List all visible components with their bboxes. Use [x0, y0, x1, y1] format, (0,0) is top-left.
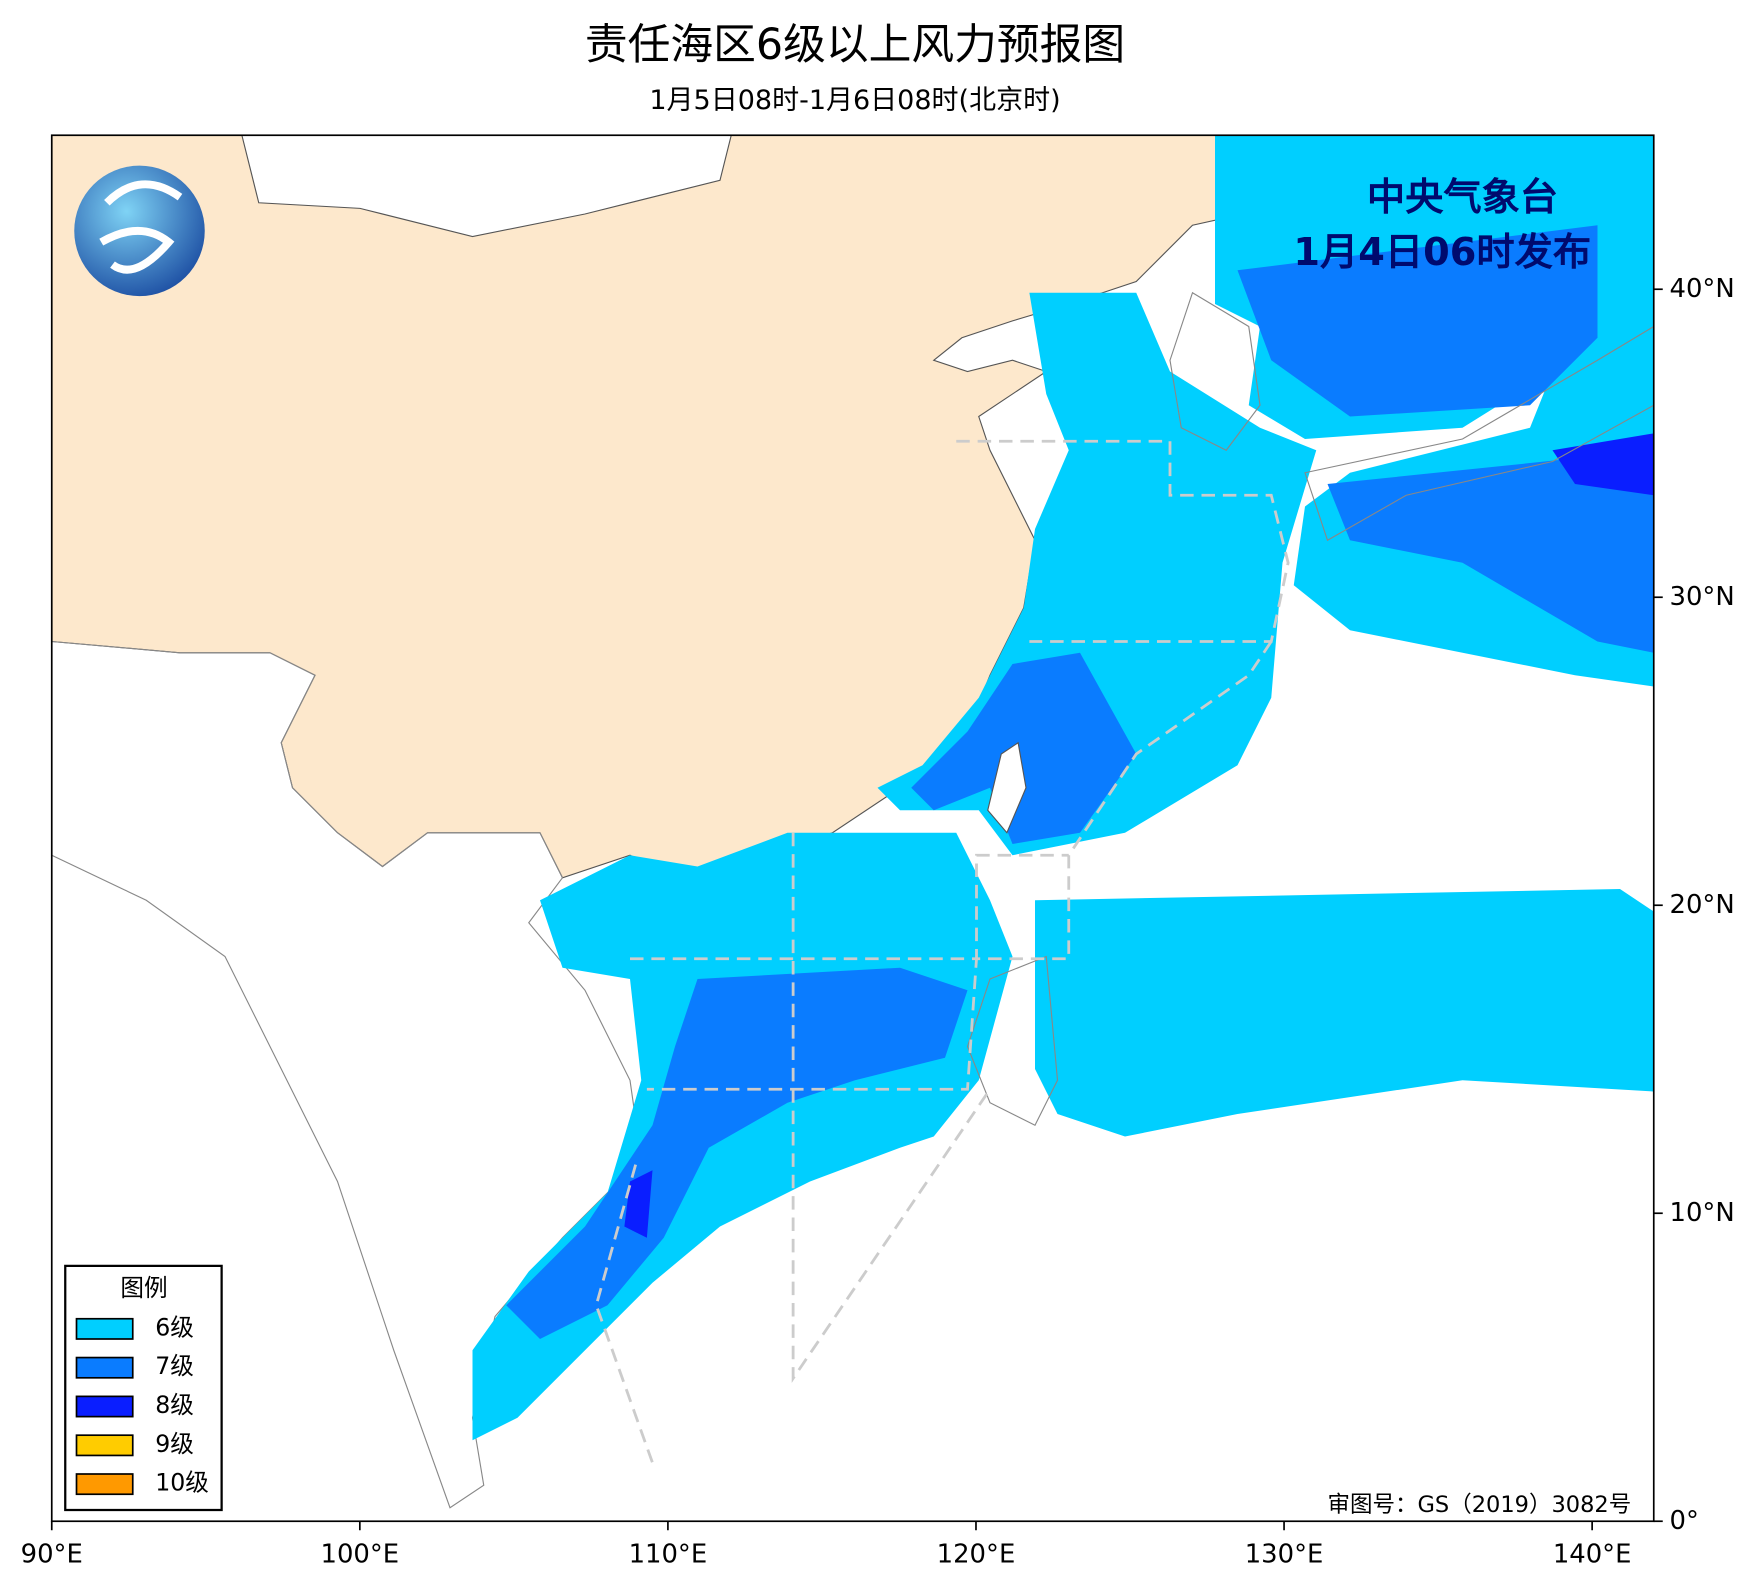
axes: 90°E 100°E 110°E 120°E 130°E 140°E 0° 10°N 20°N 3… — [21, 274, 1735, 1570]
y-tick-label: 30°N — [1670, 582, 1735, 612]
legend-label: 9级 — [155, 1430, 194, 1458]
legend-title: 图例 — [120, 1274, 167, 1302]
luzon — [966, 955, 1059, 1127]
wind-7-pacific — [1327, 450, 1654, 653]
legend-swatch — [75, 1317, 134, 1340]
wind-7-south-china-sea — [506, 967, 968, 1339]
map-body — [51, 135, 1654, 1522]
x-tick-label: 140°E — [1553, 1540, 1632, 1570]
y-tick-label: 10°N — [1670, 1198, 1735, 1228]
map-frame — [50, 134, 1655, 1523]
legend-swatch — [75, 1356, 134, 1379]
subtitle: 1月5日08时-1月6日08时(北京时) — [649, 85, 1060, 116]
y-tick-label: 20°N — [1670, 890, 1735, 920]
title: 责任海区6级以上风力预报图 — [585, 20, 1125, 70]
legend-box — [64, 1264, 223, 1512]
legend-swatch — [75, 1395, 134, 1418]
y-tick-label: 40°N — [1670, 274, 1735, 304]
wind-7-taiwan — [911, 652, 1137, 844]
cma-logo-mark — [99, 180, 183, 274]
zone-line — [791, 832, 992, 1383]
publisher-issued: 1月4日06时发布 — [1293, 230, 1591, 275]
wind-6-pacific — [1035, 889, 1654, 1137]
wind-8-vietnam — [624, 1170, 653, 1238]
legend-label: 7级 — [155, 1352, 194, 1380]
y-tick-label: 0° — [1670, 1506, 1699, 1536]
x-tick-label: 100°E — [321, 1540, 400, 1570]
indochina — [51, 640, 642, 1509]
wind-7-japan-sea — [1237, 225, 1598, 417]
x-tick-label: 130°E — [1245, 1540, 1324, 1570]
publisher-name: 中央气象台 — [1367, 175, 1558, 220]
x-tick-label: 90°E — [21, 1540, 83, 1570]
zone-line — [975, 640, 1273, 961]
legend-label: 10级 — [155, 1469, 209, 1497]
taiwan — [987, 741, 1027, 834]
legend-swatch — [75, 1473, 134, 1496]
approval: 审图号：GS（2019）3082号 — [1328, 1492, 1632, 1518]
legend: 图例 6级 7级 8级 9级 10级 — [64, 1264, 223, 1512]
zone-line — [630, 957, 979, 1091]
zone-line — [594, 1164, 654, 1464]
legend-label: 8级 — [155, 1391, 194, 1419]
japan — [1304, 325, 1654, 542]
wind-8-pacific — [1552, 433, 1654, 496]
x-tick-label: 120°E — [937, 1540, 1016, 1570]
korea — [1169, 291, 1261, 451]
x-tick-label: 110°E — [629, 1540, 708, 1570]
legend-swatch — [75, 1434, 134, 1457]
legend-label: 6级 — [155, 1313, 194, 1341]
